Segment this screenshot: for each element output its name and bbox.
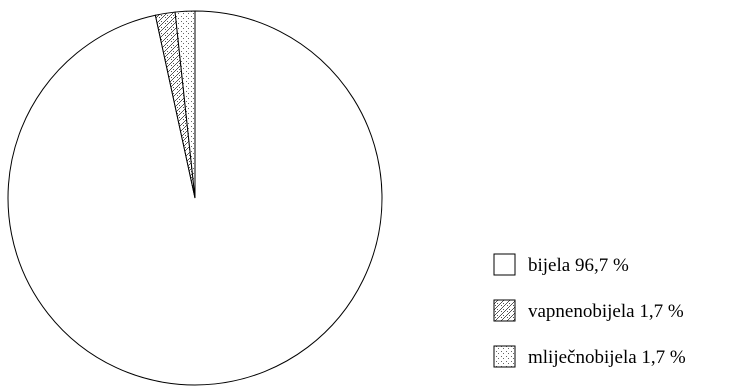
legend-label-mliječnobijela: mliječnobijela 1,7 % [528,347,686,368]
pie-slices [7,10,383,386]
legend-swatch-mliječnobijela [493,345,516,368]
legend-swatch-vapnenobijela [493,299,516,322]
pie-slice-mliječnobijela [174,10,196,199]
legend-label-vapnenobijela: vapnenobijela 1,7 % [528,301,684,322]
legend: bijela 96,7 % vapnenobijela 1,7 % mliječno… [493,253,686,368]
legend-swatch-bijela [493,253,516,276]
legend-label-bijela: bijela 96,7 % [528,255,629,276]
